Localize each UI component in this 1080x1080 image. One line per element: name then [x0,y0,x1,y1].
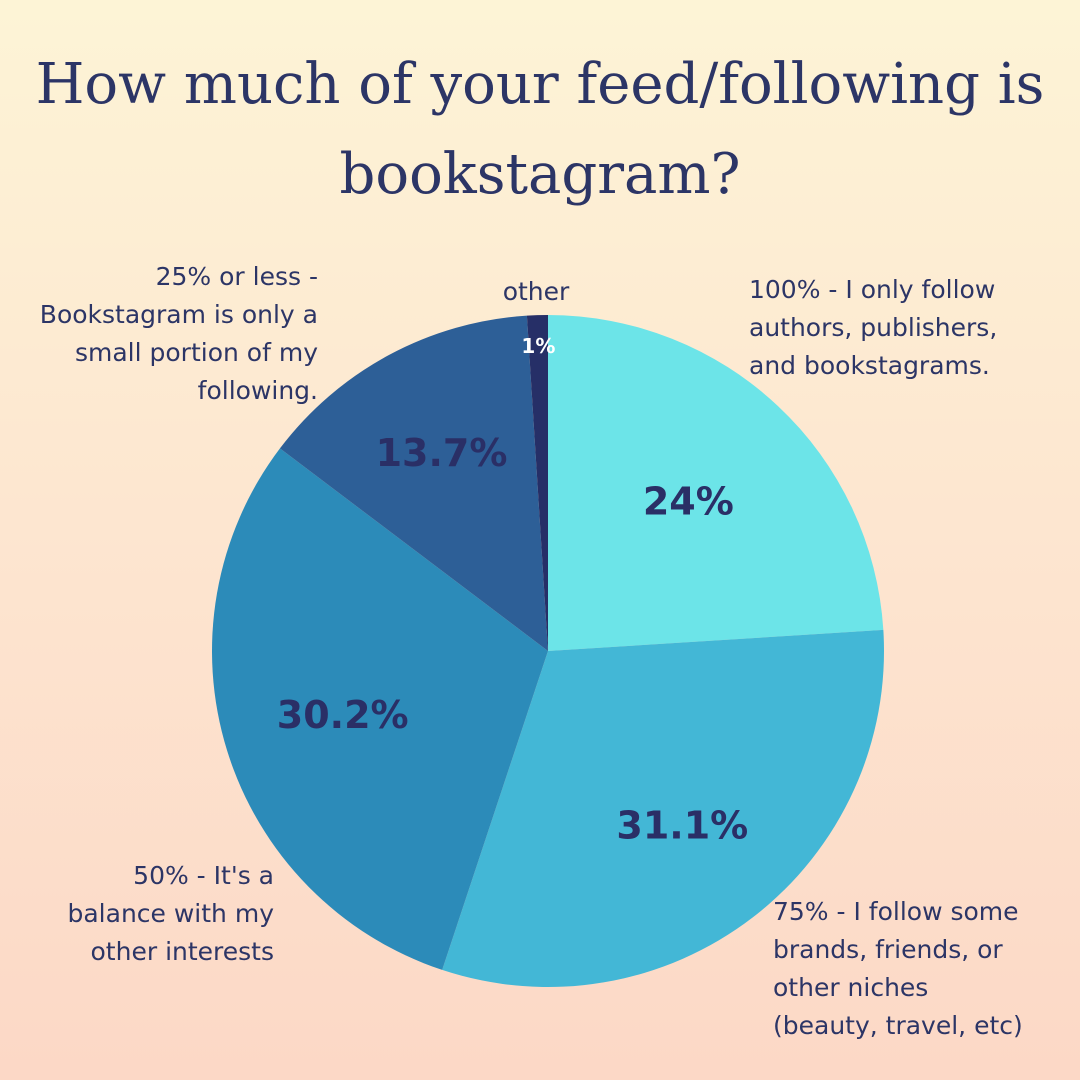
slice-label-25-percent-or-less: 25% or less - Bookstagram is only a smal… [39,262,318,405]
pie-slice-75-percent [442,629,885,988]
slice-value-75-percent: 31.1% [616,803,748,847]
chart-title: How much of your feed/following is books… [0,40,1080,220]
slice-label-other: other [502,277,570,306]
chart-title-line-1: How much of your feed/following is [35,52,1045,117]
slice-value-50-percent: 30.2% [277,693,409,737]
slice-value-100-percent: 24% [643,480,734,524]
pie-slice-100-percent [548,315,884,651]
slice-label-50-percent: 50% - It's a balance with my other inter… [67,861,274,966]
pie-slice-50-percent [211,448,548,970]
slice-label-75-percent: 75% - I follow some brands, friends, or … [773,897,1023,1040]
slice-value-25-percent-or-less: 13.7% [376,431,508,475]
pie-slice-other [526,315,548,651]
slice-value-other: 1% [521,334,555,358]
pie-slice-25-percent-or-less [279,315,548,651]
slice-label-100-percent: 100% - I only follow authors, publishers… [749,275,998,380]
chart-title-line-2: bookstagram? [339,142,741,207]
